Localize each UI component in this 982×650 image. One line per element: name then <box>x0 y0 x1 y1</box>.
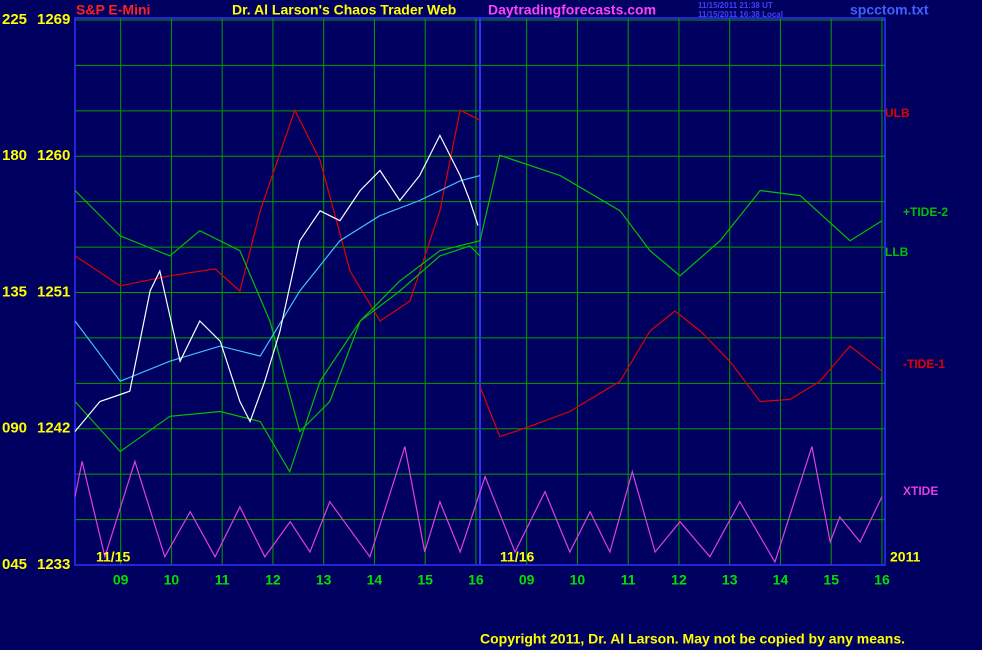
chart-title: Dr. Al Larson's Chaos Trader Web <box>232 2 456 18</box>
series-line <box>74 245 481 474</box>
x-tick-label: 11 <box>621 572 636 588</box>
series-line <box>74 446 883 564</box>
y-tick-label: 225 <box>2 11 27 28</box>
series-line <box>74 154 883 433</box>
x-tick-label: 15 <box>417 572 433 588</box>
series-label: XTIDE <box>903 484 938 498</box>
x-tick-label: 13 <box>316 572 332 588</box>
series-line <box>74 134 479 432</box>
x-tick-label: 14 <box>773 572 789 588</box>
date-label: 11/16 <box>500 549 534 565</box>
y-tick-label: 090 <box>2 420 27 437</box>
x-tick-label: 09 <box>519 572 535 588</box>
y-tick-label: 045 <box>2 556 27 573</box>
site: Daytradingforecasts.com <box>488 2 656 18</box>
x-tick-label: 13 <box>722 572 738 588</box>
series-line <box>74 175 481 382</box>
labels: S&P E-Mini Dr. Al Larson's Chaos Trader … <box>2 1 948 647</box>
x-tick-label: 12 <box>265 572 281 588</box>
series-label: LLB <box>885 245 909 259</box>
x-tick-label: 15 <box>823 572 839 588</box>
instrument: S&P E-Mini <box>76 2 150 18</box>
y2-tick-label: 1242 <box>37 420 70 437</box>
x-tick-label: 14 <box>367 572 383 588</box>
series-line <box>74 108 481 322</box>
plot-border <box>74 17 886 566</box>
year-label: 2011 <box>890 549 921 565</box>
y-tick-label: 135 <box>2 283 27 300</box>
y2-tick-label: 1233 <box>37 556 70 573</box>
x-tick-label: 16 <box>874 572 890 588</box>
series-line <box>479 310 883 438</box>
stamp-local: 11/15/2011 16:38 Local <box>698 10 783 19</box>
x-tick-label: 09 <box>113 572 129 588</box>
x-tick-label: 12 <box>671 572 687 588</box>
series-label: ULB <box>885 106 910 120</box>
x-tick-label: 10 <box>164 572 180 588</box>
lines <box>74 108 883 564</box>
series-label: +TIDE-2 <box>903 205 948 219</box>
copyright: Copyright 2011, Dr. Al Larson. May not b… <box>480 631 905 647</box>
y-tick-label: 180 <box>2 147 27 164</box>
y2-tick-label: 1269 <box>37 11 70 28</box>
stamp-ut: 11/15/2011 21:38 UT <box>698 1 773 10</box>
y2-tick-label: 1251 <box>37 283 70 300</box>
x-tick-label: 11 <box>215 572 230 588</box>
series-label: -TIDE-1 <box>903 357 945 371</box>
x-tick-label: 16 <box>468 572 484 588</box>
file-name: spcctom.txt <box>850 2 929 18</box>
date-label: 11/15 <box>96 549 130 565</box>
x-tick-label: 10 <box>570 572 586 588</box>
y2-tick-label: 1260 <box>37 147 70 164</box>
